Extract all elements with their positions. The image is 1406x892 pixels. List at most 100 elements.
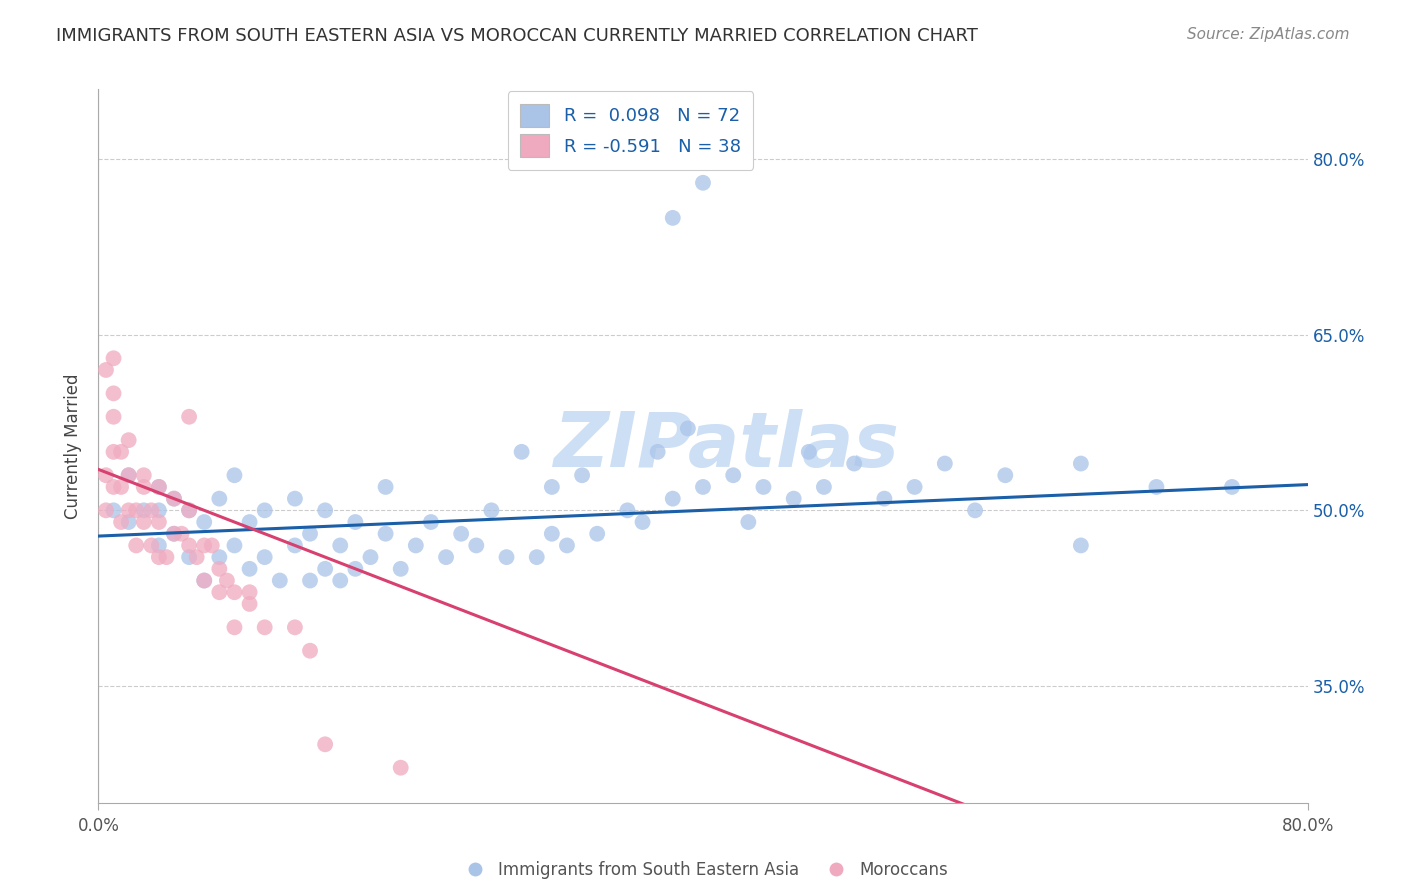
Point [163,526,186,541]
Point [797,445,820,459]
Point [148,550,170,565]
Point [148,480,170,494]
Point [239,515,262,529]
Point [434,550,457,565]
Point [179,550,201,565]
Point [118,468,141,483]
Point [555,538,578,552]
Point [208,491,231,506]
Point [148,480,170,494]
Point [170,526,193,541]
Point [299,526,322,541]
Point [540,526,562,541]
Point [193,574,215,588]
Point [253,503,276,517]
Point [253,550,276,565]
Point [1220,480,1243,494]
Point [179,538,201,552]
Point [314,737,336,751]
Point [1070,538,1092,552]
Text: Source: ZipAtlas.com: Source: ZipAtlas.com [1187,27,1350,42]
Point [193,574,215,588]
Point [631,515,654,529]
Point [118,433,141,447]
Point [215,574,238,588]
Point [540,480,562,494]
Point [193,515,215,529]
Point [284,620,307,634]
Point [934,457,956,471]
Point [148,515,170,529]
Point [465,538,488,552]
Point [94,503,117,517]
Point [965,503,987,517]
Point [118,503,141,517]
Point [813,480,835,494]
Point [163,526,186,541]
Point [94,363,117,377]
Point [224,620,246,634]
Point [374,480,396,494]
Legend: Immigrants from South Eastern Asia, Moroccans: Immigrants from South Eastern Asia, Moro… [451,854,955,885]
Point [1070,457,1092,471]
Point [186,550,208,565]
Point [616,503,638,517]
Point [1144,480,1167,494]
Point [329,574,352,588]
Point [179,503,201,517]
Point [125,538,148,552]
Point [208,550,231,565]
Point [110,480,132,494]
Point [450,526,472,541]
Point [526,550,548,565]
Point [224,468,246,483]
Point [269,574,291,588]
Point [994,468,1017,483]
Point [103,445,125,459]
Point [110,445,132,459]
Point [314,503,336,517]
Point [163,491,186,506]
Text: ZIPatlas: ZIPatlas [554,409,900,483]
Point [132,480,155,494]
Point [586,526,609,541]
Y-axis label: Currently Married: Currently Married [65,373,83,519]
Point [118,515,141,529]
Point [239,562,262,576]
Point [405,538,427,552]
Point [253,620,276,634]
Point [374,526,396,541]
Point [239,585,262,599]
Point [692,480,714,494]
Point [344,515,367,529]
Point [141,503,163,517]
Point [360,550,382,565]
Point [148,538,170,552]
Point [132,503,155,517]
Point [224,585,246,599]
Point [103,409,125,424]
Point [148,503,170,517]
Point [389,562,412,576]
Point [179,503,201,517]
Point [299,574,322,588]
Point [94,468,117,483]
Point [284,491,307,506]
Point [132,468,155,483]
Point [179,409,201,424]
Point [132,515,155,529]
Point [208,585,231,599]
Point [125,503,148,517]
Point [723,468,745,483]
Point [752,480,775,494]
Point [314,562,336,576]
Point [571,468,593,483]
Point [647,445,669,459]
Point [481,503,503,517]
Point [103,386,125,401]
Point [389,761,412,775]
Point [510,445,533,459]
Point [163,491,186,506]
Point [208,562,231,576]
Point [239,597,262,611]
